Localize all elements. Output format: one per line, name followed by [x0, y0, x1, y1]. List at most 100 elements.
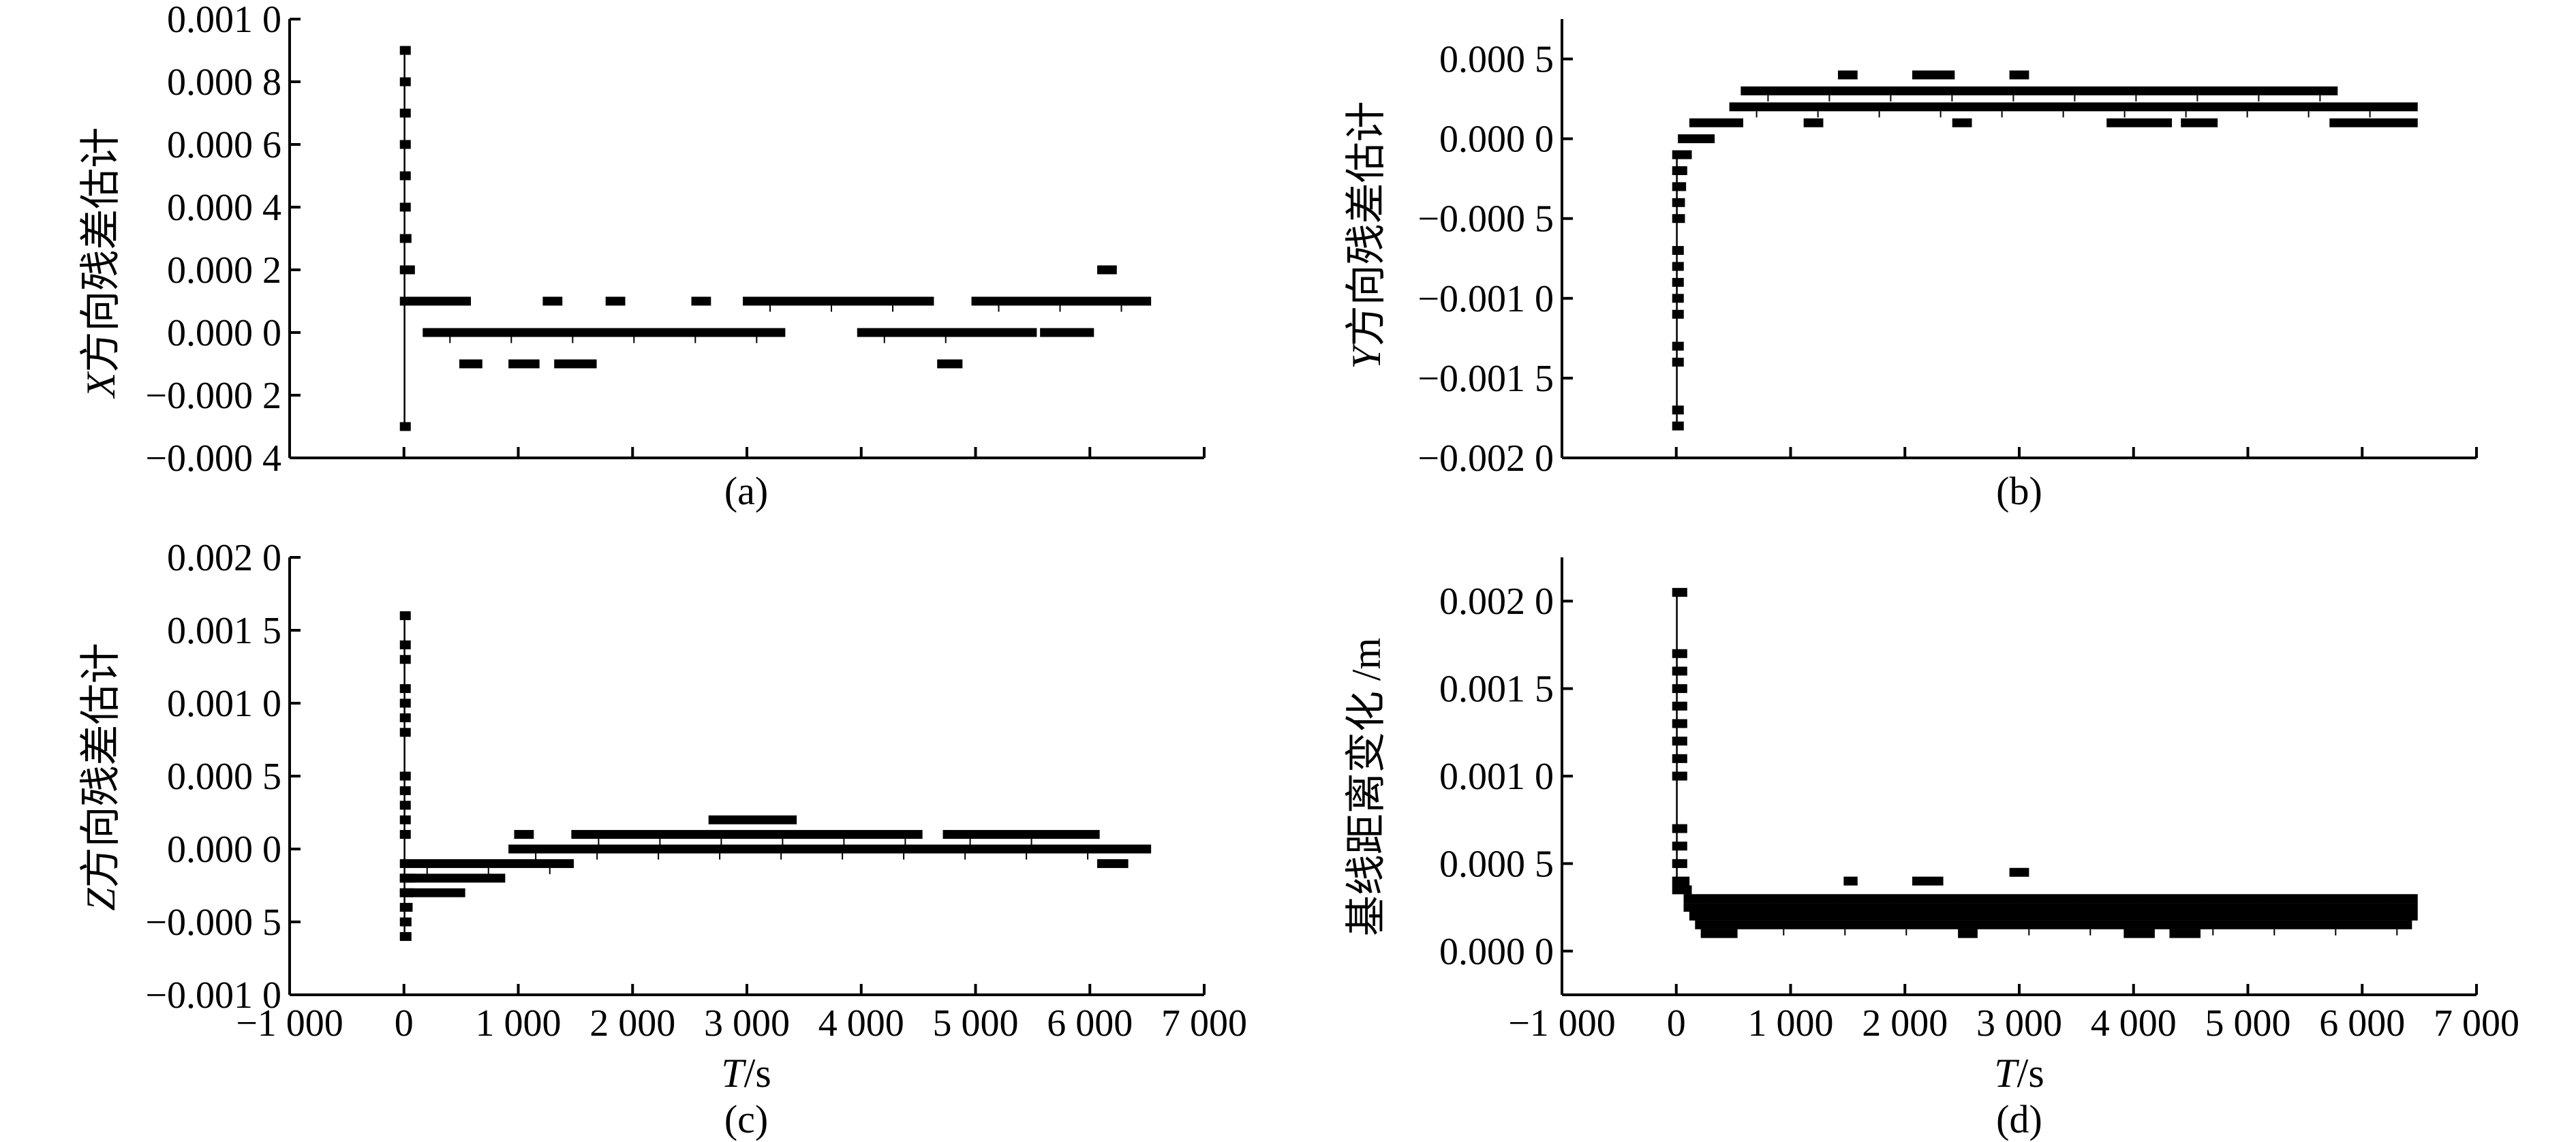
- y-tick-label: 0.000 0: [1439, 119, 1554, 161]
- data-point-run: [399, 171, 411, 181]
- data-point-run: [399, 815, 411, 824]
- y-tick-label: 0.001 0: [167, 683, 281, 725]
- y-tick-label: −0.000 5: [1417, 198, 1554, 241]
- x-tick-label: 4 000: [2091, 1002, 2177, 1045]
- data-point-run: [399, 77, 411, 87]
- data-point-run: [399, 684, 411, 694]
- x-tick-label: 5 000: [933, 1002, 1019, 1045]
- panel-d-baseline-change: 基线距离变化 /m 0.000 00.000 50.001 00.001 50.…: [1344, 557, 2519, 1141]
- data-point-run: [1097, 265, 1117, 275]
- panel-d-x-axis-label: T/s: [1994, 1051, 2044, 1096]
- y-tick-label: 0.000 5: [1439, 843, 1554, 885]
- data-point-run: [399, 234, 412, 243]
- data-point-run: [399, 640, 411, 649]
- data-point-run: [1040, 328, 1094, 337]
- x-tick-label: 0: [1667, 1002, 1686, 1045]
- x-tick-label: 5 000: [2205, 1002, 2291, 1045]
- data-point-run: [1672, 684, 1687, 694]
- data-point-run: [1672, 421, 1684, 431]
- x-tick-label: 1 000: [476, 1002, 562, 1045]
- x-tick-label: 4 000: [818, 1002, 904, 1045]
- data-point-run: [2106, 118, 2173, 127]
- data-point-run: [399, 903, 413, 912]
- data-point-run: [1672, 666, 1687, 676]
- data-point-run: [1672, 885, 1692, 895]
- data-point-run: [1672, 737, 1687, 746]
- data-point-run: [423, 328, 786, 337]
- data-point-run: [1837, 70, 1858, 80]
- data-point-run: [399, 265, 415, 275]
- data-point-run: [399, 931, 412, 941]
- data-point-run: [1672, 859, 1687, 868]
- y-tick-label: 0.000 0: [167, 312, 281, 354]
- y-tick-label: −0.000 4: [145, 437, 281, 480]
- panel-c-x-axis-label: T/s: [721, 1051, 771, 1096]
- data-point-run: [1672, 150, 1692, 159]
- panel-a-plot-area: −0.000 4 −0.000 2 0.000 0 0.000 2 0.000 4 0.0…: [145, 0, 1206, 480]
- data-point-run: [1683, 903, 2418, 912]
- data-point-run: [708, 815, 797, 824]
- data-point-run: [1672, 214, 1685, 223]
- data-point-run: [399, 801, 411, 810]
- data-point-run: [1672, 262, 1684, 271]
- y-tick-label: 0.001 5: [167, 610, 281, 652]
- data-point-run: [942, 830, 1100, 839]
- y-tick-label: 0.000 8: [167, 61, 281, 104]
- data-point-run: [399, 771, 411, 781]
- data-point-run: [2181, 118, 2218, 127]
- data-point-run: [1672, 198, 1685, 207]
- data-point-run: [1672, 166, 1687, 175]
- data-point-run: [1672, 277, 1684, 287]
- data-point-run: [1672, 824, 1687, 833]
- panel-d-x-label-unit: /s: [2017, 1051, 2044, 1096]
- data-point-run: [1672, 649, 1687, 658]
- panel-a-y-axis-label: X方向残差估计: [78, 127, 123, 399]
- data-point-run: [605, 296, 626, 306]
- x-tick-label: 1 000: [1748, 1002, 1834, 1045]
- data-point-run: [2329, 118, 2418, 127]
- data-point-run: [1958, 929, 1978, 938]
- data-point-run: [399, 46, 411, 55]
- y-tick-label: 0.000 2: [167, 249, 281, 292]
- data-point-run: [399, 655, 411, 664]
- x-tick-label: 7 000: [1161, 1002, 1247, 1045]
- x-tick-label: 3 000: [704, 1002, 790, 1045]
- data-point-run: [399, 296, 472, 306]
- data-point-run: [399, 874, 506, 883]
- data-point-run: [1741, 86, 2338, 95]
- data-point-run: [1097, 859, 1129, 868]
- data-point-run: [1672, 405, 1684, 415]
- panel-c-y-axis-label: Z方向残差估计: [78, 643, 123, 910]
- y-tick-label: 0.000 5: [167, 756, 281, 798]
- data-point-run: [691, 296, 711, 306]
- data-point-run: [554, 359, 597, 369]
- panel-b-y-label-symbol: Y: [1344, 343, 1389, 369]
- data-point-run: [1672, 309, 1684, 319]
- data-point-run: [399, 786, 411, 795]
- data-point-run: [1843, 876, 1858, 886]
- panel-c-plot-area: −0.001 0 −0.000 5 0.000 0 0.000 5 0.001 0 0.0…: [145, 537, 1247, 1045]
- data-point-run: [399, 698, 411, 708]
- data-point-run: [1678, 134, 1715, 144]
- y-tick-label: −0.002 0: [1417, 437, 1554, 480]
- data-point-run: [2009, 70, 2029, 80]
- panel-c-x-label-symbol: T: [721, 1051, 746, 1096]
- y-tick-label: 0.000 6: [167, 124, 281, 166]
- panel-a-y-label-symbol: X: [78, 371, 123, 399]
- data-point-run: [1672, 842, 1687, 851]
- data-point-run: [2169, 929, 2201, 938]
- y-tick-label: 0.001 0: [1439, 756, 1554, 798]
- data-point-run: [1672, 701, 1687, 711]
- panel-a-x-residual: X方向残差估计 −0.000 4 −0.000 2 0.000 0 0.000 2 0.…: [78, 0, 1206, 513]
- data-point-run: [743, 296, 934, 306]
- y-tick-label: −0.000 2: [145, 375, 281, 417]
- data-point-run: [1672, 771, 1687, 781]
- panel-b-caption: (b): [1996, 469, 2042, 513]
- x-tick-label: 6 000: [2319, 1002, 2405, 1045]
- panel-b-plot-area: −0.002 0 −0.001 5 −0.001 0 −0.000 5 0.000 0 0…: [1417, 19, 2478, 480]
- data-point-run: [857, 328, 1003, 337]
- data-point-run: [571, 830, 923, 839]
- data-point-run: [399, 202, 411, 212]
- panel-d-x-label-symbol: T: [1994, 1051, 2019, 1096]
- data-point-run: [1672, 182, 1687, 191]
